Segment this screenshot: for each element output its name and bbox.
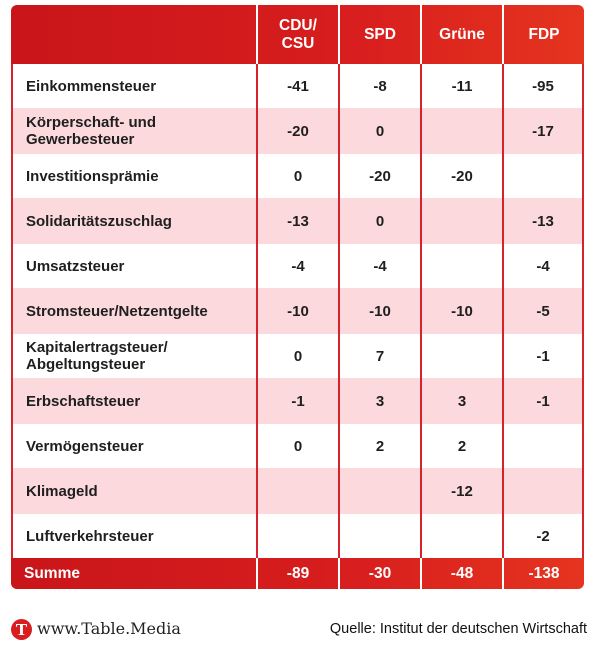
value-cell-fdp: -13 xyxy=(502,198,582,244)
table-row: Stromsteuer/Netzentgelte -10 -10 -10 -5 xyxy=(13,288,582,334)
value-cell-cdu-csu: -10 xyxy=(256,288,338,334)
value-cell-fdp: -17 xyxy=(502,108,582,154)
value-cell-gruene: -20 xyxy=(420,154,502,198)
value-cell-fdp: -2 xyxy=(502,514,582,558)
table-row: Einkommensteuer -41 -8 -11 -95 xyxy=(13,64,582,108)
value-cell-cdu-csu: -4 xyxy=(256,244,338,288)
row-label: Umsatzsteuer xyxy=(26,257,125,275)
header-cell-fdp: FDP xyxy=(502,5,584,64)
value-cell-fdp xyxy=(502,424,582,468)
value-cell-gruene: -12 xyxy=(420,468,502,514)
table-row: Kapitalertragsteuer/ Abgeltungsteuer 0 7 -1 xyxy=(13,334,582,378)
row-label: Stromsteuer/Netzentgelte xyxy=(26,302,208,320)
value-cell-spd: 0 xyxy=(338,198,420,244)
value-cell-spd xyxy=(338,468,420,514)
table-row: Körperschaft- und Gewerbesteuer -20 0 -17 xyxy=(13,108,582,154)
value-cell-cdu-csu: -20 xyxy=(256,108,338,154)
value-cell-spd: 2 xyxy=(338,424,420,468)
value-cell-spd: -20 xyxy=(338,154,420,198)
table-header: CDU/ CSU SPD Grüne FDP xyxy=(11,5,584,64)
footer: T www.Table.Media Quelle: Institut der d… xyxy=(11,617,591,643)
value-cell-gruene: 2 xyxy=(420,424,502,468)
table-body: Einkommensteuer -41 -8 -11 -95 Körperschaft- … xyxy=(11,64,584,558)
sum-fdp: -138 xyxy=(502,558,584,589)
value-cell-gruene xyxy=(420,198,502,244)
row-label: Vermögensteuer xyxy=(26,437,144,455)
value-cell-spd: -4 xyxy=(338,244,420,288)
value-cell-gruene xyxy=(420,108,502,154)
table-row: Vermögensteuer 0 2 2 xyxy=(13,424,582,468)
table-row: Klimageld -12 xyxy=(13,468,582,514)
value-cell-gruene: -11 xyxy=(420,64,502,108)
site-name: www.Table.Media xyxy=(37,619,181,638)
row-label: Erbschaftsteuer xyxy=(26,392,141,410)
value-cell-spd: 3 xyxy=(338,378,420,424)
value-cell-cdu-csu: -13 xyxy=(256,198,338,244)
value-cell-fdp xyxy=(502,154,582,198)
value-cell-fdp: -4 xyxy=(502,244,582,288)
value-cell-gruene xyxy=(420,514,502,558)
value-cell-gruene: 3 xyxy=(420,378,502,424)
value-cell-cdu-csu: -1 xyxy=(256,378,338,424)
value-cell-fdp: -1 xyxy=(502,378,582,424)
value-cell-cdu-csu: -41 xyxy=(256,64,338,108)
value-cell-cdu-csu: 0 xyxy=(256,154,338,198)
tax-table: CDU/ CSU SPD Grüne FDP Einkommensteuer -4… xyxy=(11,5,584,597)
sum-spd: -30 xyxy=(338,558,420,589)
row-label: Luftverkehrsteuer xyxy=(26,527,154,545)
sum-row: Summe -89 -30 -48 -138 xyxy=(11,558,584,589)
table-media-logo-icon: T xyxy=(11,619,32,640)
value-cell-fdp: -1 xyxy=(502,334,582,378)
value-cell-spd: 0 xyxy=(338,108,420,154)
value-cell-gruene xyxy=(420,334,502,378)
value-cell-cdu-csu: 0 xyxy=(256,424,338,468)
value-cell-fdp xyxy=(502,468,582,514)
sum-gruene: -48 xyxy=(420,558,502,589)
header-cell-cdu-csu: CDU/ CSU xyxy=(256,5,338,64)
value-cell-gruene: -10 xyxy=(420,288,502,334)
row-label: Solidaritätszuschlag xyxy=(26,212,172,230)
source-note: Quelle: Institut der deutschen Wirtschaf… xyxy=(329,621,587,637)
value-cell-spd: -10 xyxy=(338,288,420,334)
value-cell-cdu-csu: 0 xyxy=(256,334,338,378)
table-row: Luftverkehrsteuer -2 xyxy=(13,514,582,558)
table-row: Erbschaftsteuer -1 3 3 -1 xyxy=(13,378,582,424)
value-cell-cdu-csu xyxy=(256,468,338,514)
value-cell-fdp: -5 xyxy=(502,288,582,334)
row-label: Einkommensteuer xyxy=(26,77,157,95)
value-cell-spd: 7 xyxy=(338,334,420,378)
sum-label: Summe xyxy=(24,564,80,582)
value-cell-spd: -8 xyxy=(338,64,420,108)
sum-cdu-csu: -89 xyxy=(256,558,338,589)
row-label: Körperschaft- und Gewerbesteuer xyxy=(26,114,157,148)
header-cell-label xyxy=(11,5,256,64)
header-cell-spd: SPD xyxy=(338,5,420,64)
row-label: Investitionsprämie xyxy=(26,167,159,185)
table-row: Umsatzsteuer -4 -4 -4 xyxy=(13,244,582,288)
table-row: Solidaritätszuschlag -13 0 -13 xyxy=(13,198,582,244)
row-label: Kapitalertragsteuer/ Abgeltungsteuer xyxy=(26,339,168,373)
row-label: Klimageld xyxy=(26,482,98,500)
value-cell-gruene xyxy=(420,244,502,288)
value-cell-cdu-csu xyxy=(256,514,338,558)
table-row: Investitionsprämie 0 -20 -20 xyxy=(13,154,582,198)
value-cell-fdp: -95 xyxy=(502,64,582,108)
value-cell-spd xyxy=(338,514,420,558)
header-cell-gruene: Grüne xyxy=(420,5,502,64)
